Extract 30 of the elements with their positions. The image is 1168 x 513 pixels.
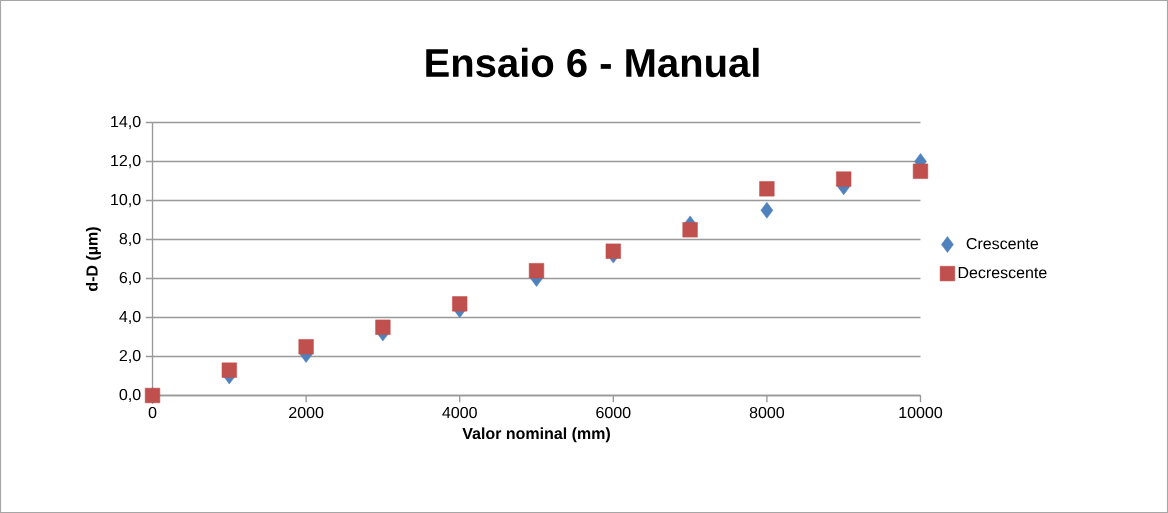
point xyxy=(605,243,621,259)
x-axis-title: Valor nominal (mm) xyxy=(462,427,610,443)
x-tick-label: 8000 xyxy=(749,406,785,419)
point xyxy=(375,319,391,335)
y-tick-label: 0,0 xyxy=(119,388,141,403)
legend-label: Decrescente xyxy=(958,267,1047,279)
y-tick-label: 14,0 xyxy=(111,115,141,130)
chart-title: Ensaio 6 - Manual xyxy=(426,47,759,78)
point xyxy=(221,362,237,378)
legend-label: Crescente xyxy=(966,237,1039,250)
x-tick-label: 2000 xyxy=(289,406,324,419)
y-tick-label: 4,0 xyxy=(119,310,141,325)
y-axis-title: d-D (µm) xyxy=(85,227,101,291)
y-tick-label: 10,0 xyxy=(111,193,141,208)
x-tick-label: 6000 xyxy=(596,406,631,419)
point xyxy=(759,181,775,197)
x-tick-label: 0 xyxy=(148,406,157,419)
point xyxy=(836,171,852,187)
point xyxy=(528,263,545,279)
y-tick-label: 8,0 xyxy=(119,232,141,247)
x-tick-label: 4000 xyxy=(442,406,477,419)
x-tick-label: 10000 xyxy=(899,406,943,419)
point xyxy=(912,163,929,179)
point xyxy=(452,296,468,312)
point xyxy=(682,222,698,238)
y-tick-label: 6,0 xyxy=(119,271,141,286)
point xyxy=(760,201,774,219)
y-tick-label: 12,0 xyxy=(111,154,141,169)
point xyxy=(298,339,314,355)
y-tick-label: 2,0 xyxy=(119,349,141,364)
